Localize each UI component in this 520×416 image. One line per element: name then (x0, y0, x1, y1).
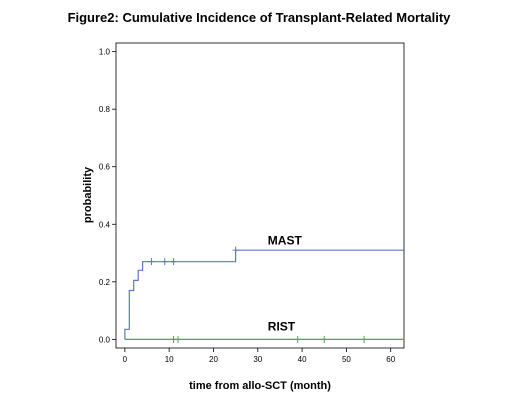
y-axis: 0.0 0.2 0.4 0.6 0.8 1.0 (99, 48, 116, 344)
y-tick-label: 1.0 (99, 48, 111, 57)
censor-mark-mast (148, 258, 155, 266)
x-axis: 0 10 20 30 40 50 60 (123, 348, 396, 364)
censor-mark-mast (161, 258, 168, 266)
x-tick-label: 60 (386, 355, 395, 364)
x-axis-label: time from allo-SCT (month) (189, 380, 331, 392)
y-axis-label: probability (82, 166, 94, 223)
x-tick-label: 0 (123, 355, 128, 364)
y-tick-label: 0.2 (99, 278, 111, 287)
x-tick-label: 10 (165, 355, 174, 364)
x-tick-label: 20 (209, 355, 218, 364)
series-label-mast: MAST (268, 233, 303, 247)
censor-mark-rist (321, 335, 328, 343)
series-label-rist: RIST (268, 320, 296, 334)
censor-mark-mast (232, 246, 239, 254)
x-tick-label: 40 (298, 355, 307, 364)
x-tick-label: 50 (342, 355, 351, 364)
y-tick-label: 0.0 (99, 335, 111, 344)
chart-title: Figure2: Cumulative Incidence of Transpl… (68, 10, 452, 25)
censor-mark-rist (294, 335, 301, 343)
y-tick-label: 0.6 (99, 163, 111, 172)
censor-mark-mast (170, 258, 177, 266)
x-tick-label: 30 (253, 355, 262, 364)
plot-frame (115, 42, 405, 349)
series-layer: MAST RIST (124, 233, 404, 343)
censor-mark-rist (361, 335, 368, 343)
y-tick-label: 0.4 (99, 220, 111, 229)
y-tick-label: 0.8 (99, 105, 111, 114)
censor-mark-rist (175, 335, 182, 343)
series-line-mast (124, 249, 404, 340)
